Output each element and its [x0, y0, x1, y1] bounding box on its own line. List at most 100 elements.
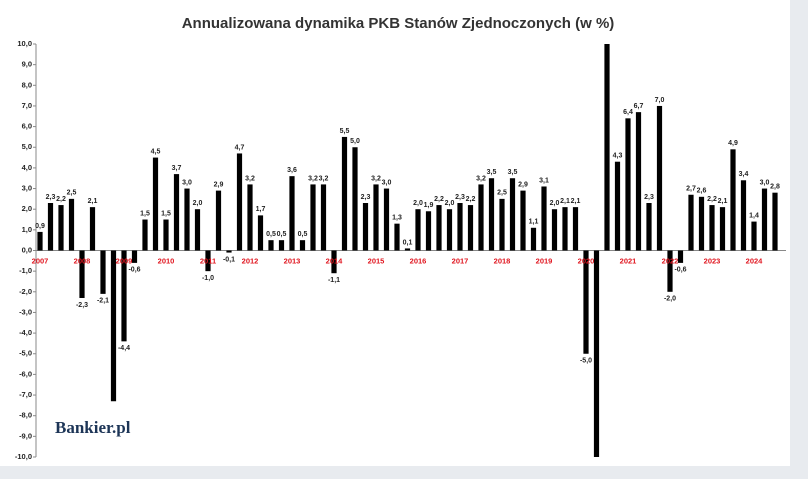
bar: [530, 227, 537, 251]
bar: [331, 250, 337, 274]
y-tick-label: -4,0: [19, 328, 32, 337]
bar: [257, 215, 264, 251]
bar: [478, 184, 484, 251]
value-label: 0,1: [403, 239, 413, 246]
value-label: 4,3: [613, 153, 623, 160]
value-label: -0,6: [128, 267, 140, 274]
logo-box: [36, 413, 146, 445]
bar: [152, 157, 159, 251]
value-label: 2,2: [466, 196, 476, 203]
x-tick-label: 2022: [662, 256, 679, 265]
bar: [89, 207, 96, 251]
bar: [68, 198, 75, 251]
bar: [488, 178, 495, 251]
value-label: 1,4: [749, 212, 759, 219]
bar: [688, 194, 694, 251]
value-label: 2,0: [193, 200, 203, 207]
value-label: 1,5: [140, 210, 150, 217]
bar: [131, 250, 138, 263]
y-tick-label: -10,0: [15, 452, 32, 461]
value-label: 2,6: [697, 188, 707, 195]
value-label: 4,9: [728, 140, 738, 147]
bar: [289, 176, 295, 251]
y-tick-label: 7,0: [22, 101, 32, 110]
bar: [719, 207, 726, 251]
bar: [572, 207, 579, 251]
x-tick-label: 2013: [284, 256, 301, 265]
value-label: 2,1: [560, 198, 570, 205]
bar: [604, 44, 610, 251]
bar: [310, 184, 316, 251]
value-label: 2,1: [718, 198, 728, 205]
value-label: 3,2: [308, 175, 318, 182]
value-label: 3,7: [172, 165, 182, 172]
y-tick-label: -3,0: [19, 307, 32, 316]
bar: [667, 250, 673, 292]
bar: [625, 118, 631, 251]
bar: [268, 240, 274, 251]
bar: [194, 209, 201, 251]
y-tick-label: 10,0: [17, 39, 32, 48]
bar: [341, 136, 348, 251]
value-label: 4,5: [151, 148, 161, 155]
bar: [583, 250, 589, 354]
value-label: 2,9: [518, 181, 528, 188]
bar: [205, 250, 211, 272]
y-tick-label: 4,0: [22, 163, 32, 172]
bar: [58, 205, 64, 251]
value-label: 1,3: [392, 214, 402, 221]
value-label: 3,2: [319, 175, 329, 182]
value-label: 1,5: [161, 210, 171, 217]
value-label: 3,0: [382, 179, 392, 186]
bar: [541, 186, 547, 251]
value-label: 2,3: [455, 194, 465, 201]
bar: [425, 211, 432, 251]
bar: [184, 188, 190, 251]
bar: [436, 205, 442, 251]
bar: [278, 240, 285, 251]
value-label: 2,1: [571, 198, 581, 205]
bar: [373, 184, 379, 251]
bar: [394, 223, 400, 251]
bar: [79, 250, 85, 298]
bar: [215, 190, 222, 251]
value-label: -5,0: [580, 358, 592, 365]
value-label: 2,1: [88, 198, 98, 205]
bar: [646, 203, 652, 251]
x-tick-label: 2020: [578, 256, 595, 265]
x-tick-label: 2018: [494, 256, 511, 265]
y-tick-label: 2,0: [22, 204, 32, 213]
bar: [740, 180, 747, 251]
value-label: -0,1: [223, 256, 235, 263]
value-label: 2,8: [770, 184, 780, 191]
y-tick-label: -1,0: [19, 266, 32, 275]
bar: [446, 209, 453, 251]
value-label: 2,7: [686, 186, 696, 193]
y-tick-label: 1,0: [22, 225, 32, 234]
bar: [247, 184, 253, 251]
value-label: 6,4: [623, 109, 633, 116]
y-tick-label: -9,0: [19, 431, 32, 440]
bar: [163, 219, 169, 251]
y-tick-label: -7,0: [19, 390, 32, 399]
bar: [415, 209, 421, 251]
value-label: 2,9: [214, 181, 224, 188]
value-label: 2,3: [361, 194, 371, 201]
x-tick-label: 2008: [74, 256, 91, 265]
bar: [751, 221, 757, 251]
value-label: 2,0: [445, 200, 455, 207]
x-tick-label: 2021: [620, 256, 637, 265]
bar: [593, 250, 600, 457]
value-label: 3,0: [182, 179, 192, 186]
value-label: 3,5: [487, 169, 497, 176]
value-label: 5,0: [350, 138, 360, 145]
value-label: -2,3: [76, 302, 88, 309]
value-label: 4,7: [235, 144, 245, 151]
value-label: 2,3: [46, 194, 56, 201]
bar: [320, 184, 327, 251]
value-label: 1,1: [529, 219, 539, 226]
bar: [404, 248, 411, 251]
y-tick-label: 3,0: [22, 184, 32, 193]
value-label: 2,0: [550, 200, 560, 207]
